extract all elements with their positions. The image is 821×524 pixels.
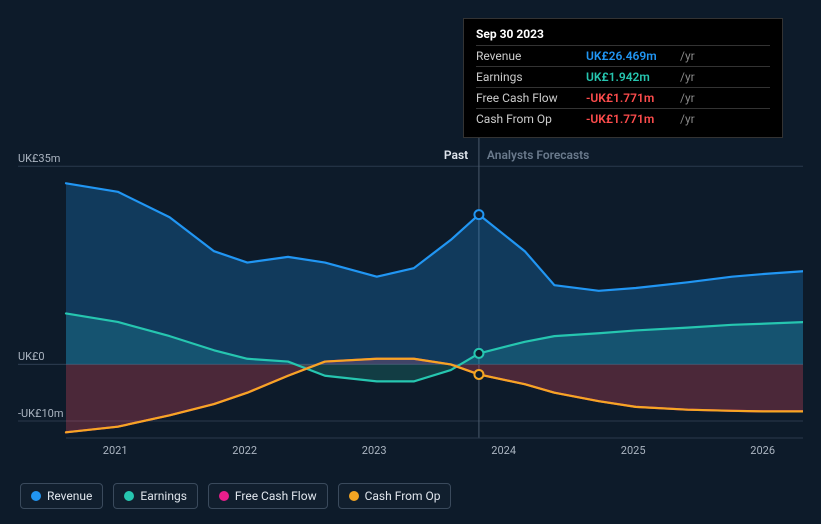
legend-label: Cash From Op bbox=[365, 489, 441, 503]
y-axis-label: -UK£10m bbox=[18, 407, 63, 420]
x-axis-label: 2022 bbox=[232, 444, 257, 457]
legend-item[interactable]: Revenue bbox=[20, 483, 103, 509]
legend-label: Free Cash Flow bbox=[235, 489, 317, 503]
legend-swatch bbox=[349, 491, 359, 501]
legend-item[interactable]: Free Cash Flow bbox=[208, 483, 328, 509]
tooltip-row-label: Revenue bbox=[476, 49, 586, 63]
tooltip-row-label: Cash From Op bbox=[476, 112, 586, 126]
chart-tooltip: Sep 30 2023 RevenueUK£26.469m/yrEarnings… bbox=[463, 18, 783, 138]
tooltip-row-label: Free Cash Flow bbox=[476, 91, 586, 105]
forecast-label: Analysts Forecasts bbox=[487, 148, 589, 162]
tooltip-row-value: -UK£1.771m bbox=[586, 91, 676, 105]
chart-legend: Revenue Earnings Free Cash Flow Cash From O… bbox=[20, 483, 451, 509]
legend-label: Revenue bbox=[47, 489, 92, 503]
tooltip-row-unit: /yr bbox=[680, 112, 695, 126]
tooltip-row-unit: /yr bbox=[680, 91, 695, 105]
x-axis-label: 2023 bbox=[362, 444, 387, 457]
financial-forecast-chart: Sep 30 2023 RevenueUK£26.469m/yrEarnings… bbox=[18, 18, 803, 506]
tooltip-row-unit: /yr bbox=[680, 49, 695, 63]
tooltip-row-unit: /yr bbox=[680, 70, 695, 84]
x-axis-label: 2024 bbox=[491, 444, 516, 457]
legend-swatch bbox=[219, 491, 229, 501]
tooltip-row: EarningsUK£1.942m/yr bbox=[476, 66, 770, 87]
x-axis-label: 2026 bbox=[750, 444, 775, 457]
past-label: Past bbox=[444, 148, 468, 162]
tooltip-row: RevenueUK£26.469m/yr bbox=[476, 45, 770, 66]
legend-swatch bbox=[31, 491, 41, 501]
tooltip-row-value: UK£1.942m bbox=[586, 70, 676, 84]
tooltip-row-value: UK£26.469m bbox=[586, 49, 676, 63]
tooltip-rows: RevenueUK£26.469m/yrEarningsUK£1.942m/yr… bbox=[476, 45, 770, 129]
legend-swatch bbox=[124, 491, 134, 501]
y-axis-label: UK£35m bbox=[18, 152, 60, 165]
tooltip-row: Free Cash Flow-UK£1.771m/yr bbox=[476, 87, 770, 108]
legend-label: Earnings bbox=[140, 489, 187, 503]
tooltip-row: Cash From Op-UK£1.771m/yr bbox=[476, 108, 770, 129]
y-axis-label: UK£0 bbox=[18, 350, 45, 363]
legend-item[interactable]: Earnings bbox=[113, 483, 198, 509]
x-axis-label: 2021 bbox=[103, 444, 128, 457]
tooltip-date: Sep 30 2023 bbox=[476, 27, 770, 45]
tooltip-row-label: Earnings bbox=[476, 70, 586, 84]
x-axis-label: 2025 bbox=[621, 444, 646, 457]
tooltip-row-value: -UK£1.771m bbox=[586, 112, 676, 126]
legend-item[interactable]: Cash From Op bbox=[338, 483, 452, 509]
